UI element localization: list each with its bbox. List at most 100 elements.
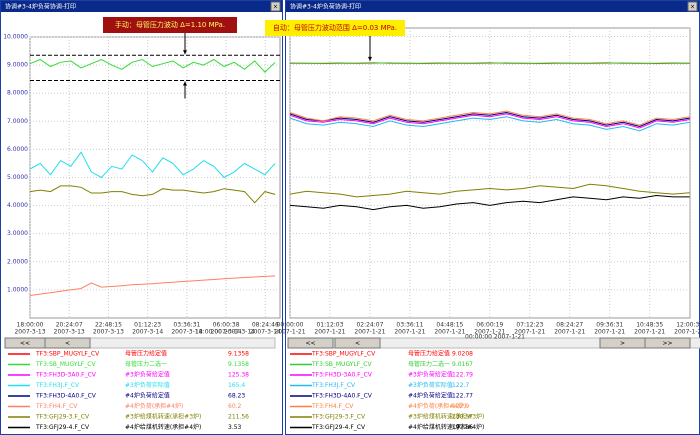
annotation: 手动：母管压力波动 Δ=1.10 MPa.: [115, 20, 225, 29]
legend-desc: #3炉给煤机转速(承担#3炉): [125, 413, 201, 421]
x-tick-label: 01:12:23: [134, 322, 161, 329]
y-tick-label: 6.0000: [7, 146, 28, 153]
arrow-head: [183, 81, 187, 86]
legend-desc: #3炉负荷实际值: [408, 381, 453, 389]
close-icon: ×: [273, 4, 278, 11]
x-tick-label: 10:48:35: [636, 322, 663, 329]
legend-desc: 母管压力二选一: [408, 360, 450, 368]
x-tick-date: 2007-3-13: [14, 329, 45, 336]
close-icon: ×: [690, 4, 695, 11]
x-tick-date: 2007-1-21: [354, 329, 385, 336]
scroll-button-label[interactable]: <<: [305, 340, 315, 347]
scroll-button-label[interactable]: >>: [662, 340, 672, 347]
legend-value: 3.53: [228, 424, 242, 431]
y-tick-label: 7.0000: [7, 118, 28, 125]
legend-value: 125.38: [228, 372, 249, 379]
range-label: 18:00:00 2007-3-14: [195, 329, 255, 336]
scroll-button-label[interactable]: <<: [20, 340, 30, 347]
close-button[interactable]: [270, 1, 281, 12]
legend-value: 230.57: [452, 414, 473, 421]
x-tick-label: 08:24:27: [556, 322, 583, 329]
x-tick-date: 2007-1-21: [594, 329, 625, 336]
legend-desc: #4炉给煤机转速(承担#4炉): [125, 423, 201, 431]
x-tick-date: 2007-1-21: [394, 329, 425, 336]
x-tick-date: 2007-1-21: [634, 329, 665, 336]
window-title: 协调#3-4炉负荷协调-打印: [290, 3, 361, 11]
x-tick-date: 2007-1-21: [314, 329, 345, 336]
series-line: [29, 151, 276, 179]
legend-tag: TF3:GFJ29-4.F_CV: [35, 424, 90, 431]
x-tick-label: 20:24:07: [56, 322, 83, 329]
legend-desc: #3炉负荷给定值: [408, 371, 453, 379]
x-tick-date: 2007-3-14: [132, 329, 163, 336]
legend-value: 165.4: [228, 382, 245, 389]
legend-tag: TF3:FH3D-3A0.F_CV: [35, 372, 97, 379]
y-tick-label: 4.0000: [7, 202, 28, 209]
x-tick-label: 00:00:00: [277, 322, 304, 329]
legend-desc: #3炉负荷给定值: [125, 371, 170, 379]
arrow-head: [368, 56, 372, 61]
legend-desc: #3炉负荷实际值: [125, 381, 170, 389]
legend-value: 211.56: [228, 414, 249, 421]
legend-desc: 母管压力二选一: [125, 360, 167, 368]
legend-value: 9.1358: [228, 361, 249, 368]
annotation: 自动：母管压力波动范围 Δ=0.03 MPa.: [273, 23, 397, 32]
scroll-button[interactable]: [44, 337, 91, 349]
legend-value: 122.7: [452, 382, 469, 389]
x-tick-date: 2007-3-13: [93, 329, 124, 336]
series-line: [29, 58, 276, 73]
x-tick-date: 2007-3-14: [211, 329, 242, 336]
legend-value: 60.2: [228, 403, 242, 410]
legend-tag: TF3:FH3J.F_CV: [311, 382, 356, 389]
range-label: 00:00:00 2007-1-21: [465, 334, 525, 341]
x-tick-label: 03:36:31: [173, 322, 200, 329]
x-tick-date: 2007-3-14: [171, 329, 202, 336]
scroll-button-label[interactable]: <: [355, 340, 360, 347]
y-tick-label: 10.0000: [3, 34, 28, 41]
x-tick-date: 2007-1-21: [434, 329, 465, 336]
x-tick-date: 2007-3-13: [54, 329, 85, 336]
legend-value: 9.0167: [452, 361, 473, 368]
legend-desc: 母管压力给定值: [408, 350, 450, 358]
legend-value: 68.23: [228, 393, 245, 400]
y-tick-label: 9.0000: [7, 62, 28, 69]
y-tick-label: 5.0000: [7, 174, 28, 181]
scroll-button[interactable]: [287, 337, 334, 349]
legend-tag: TF3:FH4.F_CV: [311, 403, 354, 410]
scroll-button-label[interactable]: <: [65, 340, 70, 347]
scroll-button[interactable]: [644, 337, 691, 349]
legend-tag: TF3:FH3D-4A0.F_CV: [35, 393, 97, 400]
legend-tag: TF3:SB_MUGYLF_CV: [311, 361, 372, 368]
series-line: [289, 194, 690, 211]
annotation-box: [103, 17, 237, 33]
x-tick-label: 07:12:23: [516, 322, 543, 329]
x-tick-label: 12:00:39: [676, 322, 700, 329]
x-tick-label: 01:12:03: [316, 322, 343, 329]
legend-tag: TF3:FH3D-4A0.F_CV: [311, 393, 373, 400]
x-tick-label: 04:48:15: [436, 322, 463, 329]
arrow-head: [183, 50, 187, 55]
series-line: [29, 275, 276, 296]
close-button[interactable]: [687, 1, 698, 12]
x-tick-label: 06:00:19: [476, 322, 503, 329]
legend-tag: TF3:SB_MUGYLF_CV: [35, 361, 96, 368]
scroll-button[interactable]: [334, 337, 381, 349]
legend-desc: #4炉负荷给定值: [408, 392, 453, 400]
x-tick-date: 2007-1-21: [274, 329, 305, 336]
x-tick-date: 2007-1-21: [554, 329, 585, 336]
scroll-button-label[interactable]: >: [620, 340, 625, 347]
legend-tag: TF3:GFJ29-3.F_CV: [35, 414, 90, 421]
legend-tag: TF3:FH3D-3A0.F_CV: [311, 372, 373, 379]
legend-desc: #4炉负荷(承担#4炉): [408, 402, 466, 410]
x-tick-label: 09:36:31: [596, 322, 623, 329]
x-tick-label: 02:24:07: [356, 322, 383, 329]
series-line: [289, 116, 690, 132]
legend-desc: #4炉给煤机转速(承担#4炉): [408, 423, 484, 431]
legend-value: 9.1358: [228, 351, 249, 358]
legend-tag: TF3:FH4.F_CV: [35, 403, 78, 410]
y-tick-label: 8.0000: [7, 90, 28, 97]
title-bar: [286, 1, 699, 12]
series-line: [289, 111, 690, 128]
